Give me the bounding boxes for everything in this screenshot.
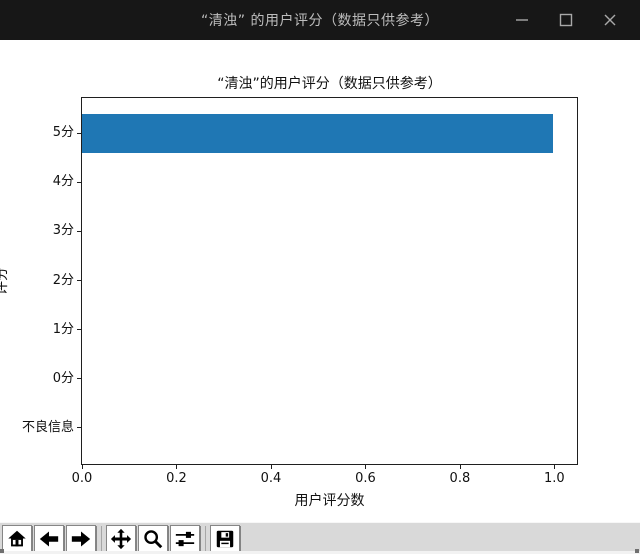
x-tick-label: 0.6 [355,471,376,486]
x-tick-mark [365,465,367,469]
y-tick-mark [77,427,81,429]
save-button[interactable] [210,525,240,553]
y-tick-mark [77,280,81,281]
window-title: “清浊” 的用户评分（数据只供参考） [201,13,439,29]
y-tick-mark [77,329,81,331]
forward-button[interactable] [66,525,96,553]
resize-grip[interactable] [0,549,4,553]
minimize-icon [516,19,528,21]
navigation-toolbar [0,522,640,554]
y-tick-label: 4分 [52,174,74,190]
x-tick-label: 0.0 [71,471,93,486]
home-button[interactable] [2,525,32,553]
minimize-button[interactable] [500,0,544,40]
window-controls [500,0,632,40]
toolbar-separator [101,526,102,552]
y-tick-mark [77,181,81,183]
home-icon [8,530,26,547]
y-tick-label: 0分 [52,370,74,386]
zoom-button[interactable] [138,525,168,553]
close-button[interactable] [588,0,632,40]
x-tick-label: 0.8 [449,471,471,486]
figure-canvas[interactable]: “清浊”的用户评分（数据只供参考） 评分 用户评分数 不良信息 0分 1分 2分 3分 4… [0,40,640,522]
back-arrow-icon [39,531,59,547]
x-tick-label: 1.0 [544,471,565,486]
y-tick-label: 3分 [52,223,74,239]
x-tick-mark [459,465,461,469]
maximize-button[interactable] [544,0,588,40]
y-tick-label: 1分 [52,321,74,337]
y-tick-mark [77,378,81,380]
x-tick-label: 0.2 [166,471,187,486]
y-tick-label: 5分 [52,125,74,141]
close-icon [604,14,616,26]
sliders-icon [175,531,195,547]
y-tick-mark [77,132,81,134]
chart-title: “清浊”的用户评分（数据只供参考） [217,76,442,92]
back-button[interactable] [34,525,64,553]
y-tick-label: 不良信息 [21,419,74,435]
x-axis-label: 用户评分数 [294,493,365,509]
pan-button[interactable] [106,525,136,553]
configure-subplots-button[interactable] [170,525,200,553]
toolbar-separator [205,526,206,552]
titlebar[interactable]: “清浊” 的用户评分（数据只供参考） [0,0,640,40]
x-tick-label: 0.4 [260,471,282,486]
forward-arrow-icon [71,531,91,547]
y-tick-label: 2分 [52,272,74,288]
save-floppy-icon [216,530,234,548]
x-tick-mark [82,465,83,469]
y-tick-mark [77,230,81,232]
plot-area[interactable] [81,97,578,465]
maximize-icon [559,13,573,27]
pan-move-icon [110,528,132,550]
x-tick-mark [176,465,178,469]
x-tick-mark [270,465,272,469]
x-tick-mark [554,465,556,469]
data-bar[interactable] [82,113,554,153]
resize-grip[interactable] [635,549,639,553]
zoom-magnifier-icon [144,530,163,549]
